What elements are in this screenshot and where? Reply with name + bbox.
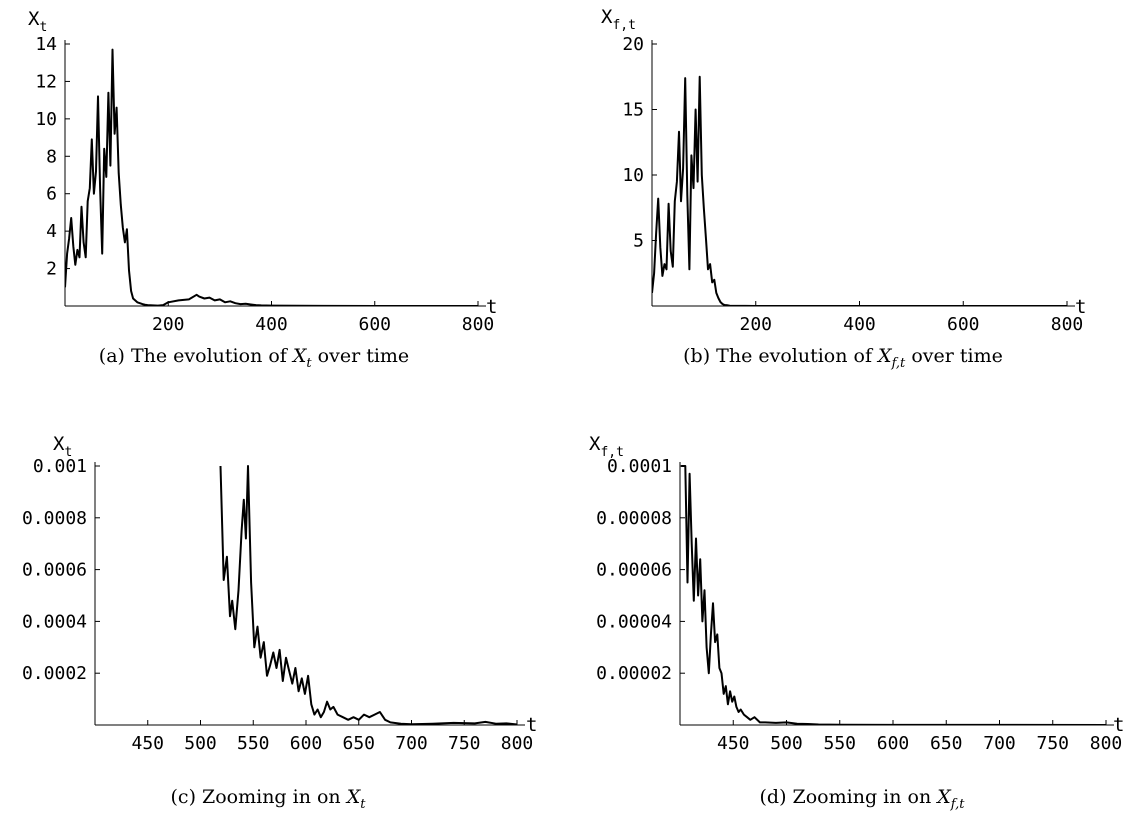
y-tick-label: 0.00006	[596, 560, 672, 581]
y-tick-label: 0.0006	[22, 560, 87, 581]
panel-d: 450 500 550 600 650 700 750 800 0.00002 0.00004 0.…	[589, 433, 1124, 812]
caption: (b) The evolution of Xf,t over time	[683, 345, 1003, 371]
x-tick-label: 450	[717, 733, 750, 754]
y-tick-label: 0.00002	[596, 663, 672, 684]
series-line	[65, 48, 478, 306]
y-tick-label: 0.00008	[596, 508, 672, 529]
y-tick-label: 0.001	[33, 456, 87, 477]
y-tick-label: 15	[622, 100, 644, 121]
x-tick-label: 400	[843, 314, 876, 335]
y-axis-label: Xt	[28, 8, 47, 35]
y-tick-label: 8	[46, 146, 57, 167]
y-tick-label: 0.0008	[22, 508, 87, 529]
x-tick-label: 700	[983, 733, 1016, 754]
x-tick-label: 650	[930, 733, 963, 754]
series-line	[681, 465, 1107, 725]
x-tick-label: 650	[342, 733, 375, 754]
x-tick-label: 450	[131, 733, 164, 754]
y-tick-label: 12	[35, 71, 57, 92]
panel-c: 450 500 550 600 650 700 750 800 0.0002 0.0004 0.00…	[22, 433, 537, 812]
x-tick-label: 500	[184, 733, 217, 754]
x-axis-label: t	[486, 296, 497, 318]
caption: (d) Zooming in on Xf,t	[760, 786, 966, 812]
x-axis-label: t	[1113, 714, 1124, 736]
series-line	[652, 75, 1067, 306]
x-tick-label: 750	[448, 733, 481, 754]
y-tick-label: 20	[622, 34, 644, 55]
y-axis-label: Xt	[53, 433, 72, 460]
x-tick-label: 500	[770, 733, 803, 754]
x-tick-label: 600	[290, 733, 323, 754]
x-axis-label: t	[1075, 296, 1086, 318]
caption: (a) The evolution of Xt over time	[99, 345, 409, 371]
y-tick-label: 0.0001	[607, 456, 672, 477]
y-axis-label: Xf,t	[589, 433, 624, 460]
x-tick-label: 750	[1036, 733, 1069, 754]
series-line	[219, 465, 518, 725]
y-tick-label: 4	[46, 221, 57, 242]
x-tick-label: 800	[1090, 733, 1123, 754]
y-tick-label: 0.0002	[22, 663, 87, 684]
x-tick-label: 600	[358, 314, 391, 335]
x-tick-label: 550	[237, 733, 270, 754]
x-tick-label: 600	[877, 733, 910, 754]
y-tick-label: 0.00004	[596, 611, 672, 632]
y-tick-label: 14	[35, 34, 57, 55]
x-tick-label: 800	[501, 733, 534, 754]
y-tick-label: 10	[622, 165, 644, 186]
x-tick-label: 200	[152, 314, 185, 335]
x-axis-label: t	[526, 714, 537, 736]
y-tick-label: 2	[46, 259, 57, 280]
x-tick-label: 700	[395, 733, 428, 754]
x-tick-label: 550	[823, 733, 856, 754]
y-tick-label: 6	[46, 184, 57, 205]
y-tick-label: 0.0004	[22, 611, 87, 632]
x-tick-label: 600	[947, 314, 980, 335]
x-tick-label: 400	[255, 314, 288, 335]
y-tick-label: 10	[35, 109, 57, 130]
y-tick-label: 5	[633, 231, 644, 252]
caption: (c) Zooming in on Xt	[171, 786, 367, 812]
x-tick-label: 200	[739, 314, 772, 335]
y-axis-label: Xf,t	[601, 6, 636, 33]
x-tick-label: 800	[1051, 314, 1084, 335]
x-tick-label: 800	[462, 314, 495, 335]
